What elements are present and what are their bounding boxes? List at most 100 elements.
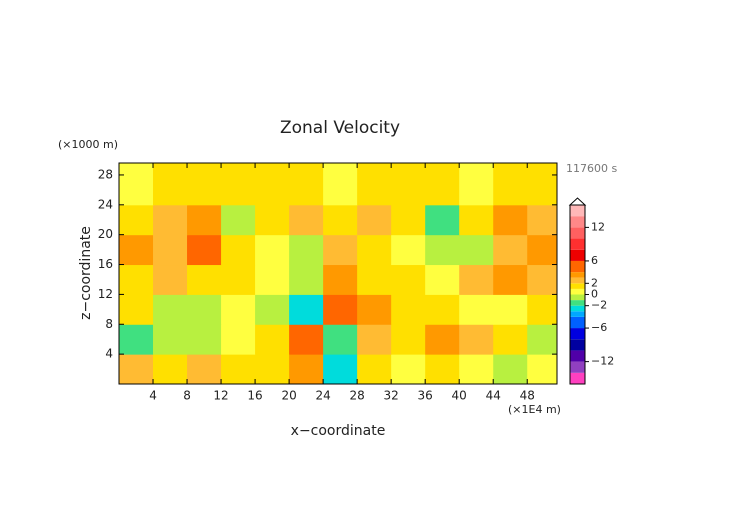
contour-cell bbox=[187, 354, 222, 385]
contour-cell bbox=[357, 264, 392, 295]
contour-cell bbox=[255, 234, 290, 266]
contour-cell bbox=[221, 163, 256, 206]
colorbar-extend bbox=[568, 197, 587, 206]
contour-cell bbox=[323, 354, 358, 385]
contour-cell bbox=[527, 264, 558, 295]
contour-cell bbox=[153, 234, 188, 266]
contour-cell bbox=[323, 234, 358, 266]
x-unit: (×1E4 m) bbox=[508, 403, 561, 416]
contour-cell bbox=[493, 234, 528, 266]
x-tick-label: 28 bbox=[349, 389, 364, 403]
contour-cell bbox=[153, 264, 188, 295]
contour-cell bbox=[459, 294, 494, 325]
contour-cell bbox=[425, 204, 460, 236]
contour-cell bbox=[493, 294, 528, 325]
x-tick-label: 40 bbox=[452, 389, 467, 403]
contour-cell bbox=[119, 354, 154, 385]
contour-cell bbox=[119, 324, 154, 355]
contour-cell bbox=[221, 264, 256, 295]
y-tick-label: 16 bbox=[98, 257, 113, 271]
contour-cell bbox=[357, 324, 392, 355]
y-axis-label: z−coordinate bbox=[78, 226, 94, 320]
contour-cell bbox=[153, 354, 188, 385]
contour-cell bbox=[527, 354, 558, 385]
x-tick-label: 8 bbox=[183, 389, 191, 403]
contour-cell bbox=[459, 163, 494, 206]
y-tick-label: 28 bbox=[98, 167, 113, 181]
contour-cell bbox=[221, 204, 256, 236]
contour-cell bbox=[459, 234, 494, 266]
contour-cell bbox=[527, 294, 558, 325]
contour-cell bbox=[289, 163, 324, 206]
colorbar-band bbox=[570, 205, 585, 217]
colorbar-band bbox=[570, 339, 585, 351]
contour-cell bbox=[187, 324, 222, 355]
y-tick-label: 12 bbox=[98, 287, 113, 301]
contour-cell bbox=[289, 204, 324, 236]
contour-cell bbox=[187, 234, 222, 266]
contour-cell bbox=[119, 204, 154, 236]
y-tick-label: 8 bbox=[105, 317, 113, 331]
contour-cell bbox=[391, 354, 426, 385]
contour-cell bbox=[493, 354, 528, 385]
contour-cell bbox=[493, 163, 528, 206]
contour-cell bbox=[357, 294, 392, 325]
colorbar-band bbox=[570, 328, 585, 340]
contour-cell bbox=[459, 264, 494, 295]
contour-cell bbox=[493, 204, 528, 236]
colorbar-tick-label: −2 bbox=[591, 299, 607, 312]
contour-cell bbox=[425, 234, 460, 266]
colorbar-band bbox=[570, 361, 585, 373]
contour-cell bbox=[323, 204, 358, 236]
colorbar-tick-label: 12 bbox=[591, 220, 605, 233]
contour-cell bbox=[119, 234, 154, 266]
y-tick-label: 4 bbox=[105, 347, 113, 361]
contour-cell bbox=[119, 163, 154, 206]
contour-cell bbox=[221, 324, 256, 355]
contour-cell bbox=[357, 204, 392, 236]
x-tick-label: 12 bbox=[213, 389, 228, 403]
x-tick-label: 16 bbox=[247, 389, 262, 403]
x-tick-label: 24 bbox=[315, 389, 330, 403]
contour-cell bbox=[357, 234, 392, 266]
contour-cell bbox=[255, 354, 290, 385]
colorbar-band bbox=[570, 372, 585, 384]
colorbar-band bbox=[570, 294, 585, 301]
x-tick-label: 44 bbox=[486, 389, 501, 403]
contour-cell bbox=[289, 294, 324, 325]
colorbar-band bbox=[570, 316, 585, 329]
contour-cell bbox=[425, 163, 460, 206]
contour-cell bbox=[425, 264, 460, 295]
contour-cell bbox=[391, 294, 426, 325]
time-label: 117600 s bbox=[566, 162, 617, 175]
contour-cell bbox=[289, 234, 324, 266]
contour-cell bbox=[391, 204, 426, 236]
colorbar-band bbox=[570, 277, 585, 284]
x-tick-label: 20 bbox=[281, 389, 296, 403]
contour-cell bbox=[527, 163, 558, 206]
contour-cell bbox=[255, 163, 290, 206]
contour-cell bbox=[221, 354, 256, 385]
contour-cell bbox=[255, 264, 290, 295]
contour-cell bbox=[391, 264, 426, 295]
contour-cell bbox=[187, 163, 222, 206]
contour-cell bbox=[493, 264, 528, 295]
x-tick-label: 4 bbox=[149, 389, 157, 403]
colorbar-tick-label: 6 bbox=[591, 254, 598, 267]
contour-cell bbox=[459, 204, 494, 236]
contour-cell bbox=[527, 204, 558, 236]
contour-cell bbox=[357, 163, 392, 206]
colorbar-band bbox=[570, 305, 585, 312]
contour-cell bbox=[119, 264, 154, 295]
contour-cell bbox=[221, 294, 256, 325]
plot-frame bbox=[118, 162, 558, 385]
contour-cell bbox=[255, 324, 290, 355]
contour-cell bbox=[391, 324, 426, 355]
contour-cell bbox=[425, 354, 460, 385]
contour-cell bbox=[357, 354, 392, 385]
contour-cell bbox=[289, 354, 324, 385]
x-tick-label: 32 bbox=[384, 389, 399, 403]
contour-cell bbox=[153, 204, 188, 236]
colorbar-band bbox=[570, 300, 585, 306]
